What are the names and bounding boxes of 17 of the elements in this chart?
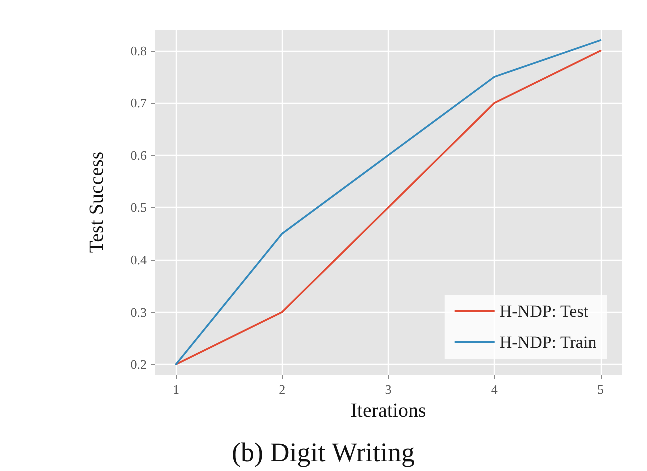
legend-label: H-NDP: Train bbox=[500, 333, 598, 352]
y-tick-label: 0.5 bbox=[130, 200, 147, 216]
text: (b) Digit Writing bbox=[232, 438, 415, 468]
y-axis-title: Test Success bbox=[86, 152, 108, 254]
y-tick-label: 0.7 bbox=[130, 96, 148, 111]
x-tick-label: 4 bbox=[491, 382, 498, 397]
y-tick-label: 0.2 bbox=[130, 357, 147, 372]
x-axis-title: Iterations bbox=[350, 400, 426, 422]
y-tick-label: 0.8 bbox=[130, 43, 147, 58]
x-tick-label: 5 bbox=[598, 382, 604, 397]
y-tick-label: 0.6 bbox=[130, 148, 148, 163]
x-tick-label: 2 bbox=[279, 382, 286, 397]
x-tick-label: 3 bbox=[385, 382, 392, 397]
legend-label: H-NDP: Test bbox=[500, 302, 589, 321]
y-tick-label: 0.4 bbox=[130, 252, 148, 268]
x-tick-label: 1 bbox=[172, 382, 180, 397]
y-tick-label: 0.3 bbox=[130, 304, 147, 320]
